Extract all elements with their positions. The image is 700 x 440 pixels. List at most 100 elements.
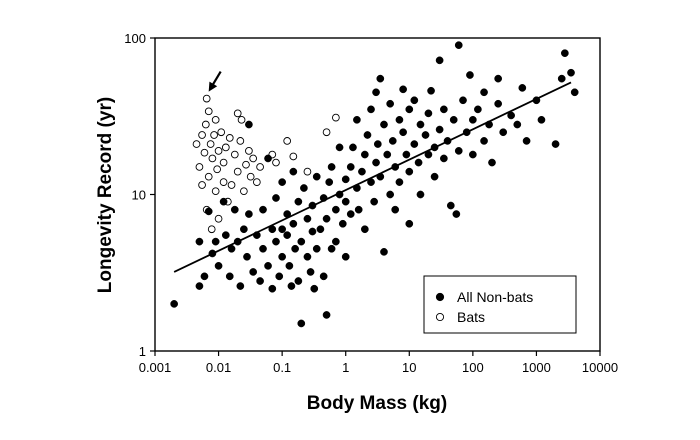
bat-point (217, 128, 226, 137)
non-bat-point (275, 272, 284, 281)
non-bat-point (469, 115, 477, 124)
bat-point (227, 181, 236, 189)
non-bat-point (358, 167, 366, 176)
non-bat-point (570, 88, 579, 97)
non-bat-point (225, 272, 234, 281)
non-bat-point (494, 99, 503, 108)
non-bat-point (435, 125, 444, 134)
non-bat-point (310, 284, 319, 293)
non-bat-point (449, 115, 458, 124)
x-tick-label: 1 (342, 360, 349, 375)
non-bat-point (332, 237, 340, 246)
non-bat-point (200, 272, 209, 281)
non-bat-point (219, 197, 228, 206)
non-bat-point (391, 205, 400, 214)
bat-point (322, 128, 331, 137)
non-bat-point (376, 74, 385, 83)
bat-point (206, 140, 215, 148)
non-bat-point (380, 248, 388, 256)
bat-point (283, 137, 292, 145)
non-bat-point (405, 219, 414, 228)
bat-point (201, 120, 210, 129)
bat-point (195, 163, 204, 171)
x-axis-label: Body Mass (kg) (307, 393, 447, 414)
non-bat-point (367, 105, 375, 114)
non-bat-point (259, 244, 267, 253)
bat-point (332, 113, 340, 122)
non-bat-point (370, 197, 378, 206)
x-tick-label: 1000 (522, 360, 551, 375)
non-bat-point (480, 88, 488, 97)
non-bat-point (308, 227, 317, 236)
bat-point (230, 150, 239, 159)
non-bat-point (383, 150, 392, 159)
non-bat-point (372, 88, 380, 97)
non-bat-point (325, 178, 334, 186)
bat-point (233, 167, 242, 176)
x-tick-label: 10 (402, 360, 416, 375)
non-bat-point (272, 194, 280, 202)
bat-point (252, 178, 261, 186)
non-bat-point (349, 143, 357, 152)
non-bat-point (466, 71, 474, 79)
non-bat-point (405, 167, 414, 176)
bat-point (210, 131, 218, 139)
non-bat-point (195, 282, 204, 290)
legend-marker-non-bats (435, 292, 445, 302)
non-bat-point (361, 225, 369, 234)
y-tick-label: 10 (132, 188, 146, 203)
non-bat-point (469, 150, 477, 159)
annotation-arrow (208, 71, 222, 92)
non-bat-point (278, 225, 286, 234)
non-bat-point (386, 99, 394, 108)
non-bat-point (285, 262, 294, 270)
non-bat-point (278, 252, 286, 261)
non-bat-point (300, 184, 308, 192)
bat-point (213, 165, 222, 174)
non-bat-point (513, 120, 522, 129)
non-bat-point (319, 272, 328, 281)
non-bat-point (204, 207, 213, 216)
bat-point (246, 172, 255, 181)
non-bat-point (322, 214, 331, 223)
non-bat-point (221, 231, 230, 239)
bat-point (214, 147, 223, 155)
bat-point (207, 225, 216, 234)
bat-point (245, 147, 253, 155)
non-bat-point (297, 237, 306, 246)
non-bat-point (278, 178, 286, 186)
non-bat-point (395, 178, 404, 186)
non-bat-point (259, 205, 267, 214)
bat-point (272, 158, 280, 167)
non-bat-point (346, 163, 355, 171)
non-bat-point (245, 210, 253, 218)
non-bat-point (335, 143, 344, 152)
non-bat-point (341, 252, 350, 261)
bat-point (289, 152, 298, 161)
non-bat-point (283, 231, 292, 239)
non-bat-point (380, 120, 388, 129)
non-bat-point (294, 277, 303, 285)
non-bat-point (240, 225, 248, 234)
bat-point (200, 148, 209, 157)
non-bat-point (236, 282, 245, 290)
non-bat-point (474, 105, 482, 114)
non-bat-point (416, 190, 425, 199)
bat-point (249, 154, 258, 163)
non-bat-point (306, 268, 315, 276)
y-axis-label: Longevity Record (yr) (95, 97, 116, 293)
bat-point (240, 187, 248, 196)
non-bat-point (211, 237, 220, 246)
legend-marker-bats (435, 312, 445, 322)
axis-ticks: 0.001 0.01 0.1 1 10 100 1000 10000 1 10 100 (124, 31, 618, 375)
non-bat-point (402, 150, 411, 159)
non-bat-point (557, 74, 566, 83)
bat-point (208, 154, 217, 163)
non-bat-point (414, 158, 423, 167)
legend: All Non-bats Bats (423, 275, 577, 334)
non-bat-point (427, 86, 435, 95)
non-bat-point (454, 41, 463, 50)
non-bat-point (316, 225, 325, 234)
bat-point (214, 214, 223, 223)
